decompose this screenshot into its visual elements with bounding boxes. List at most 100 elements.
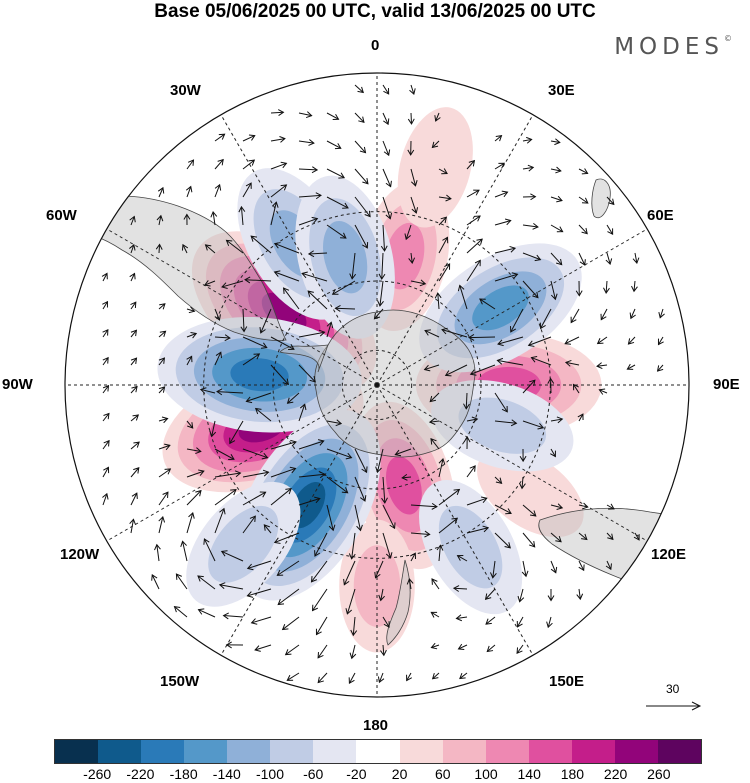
wind-vector-head [444,370,452,377]
wind-vector-head [550,566,558,574]
wind-vector-head [581,168,589,175]
wind-vector-shaft [573,384,580,394]
wind-vector-shaft [550,504,563,509]
wind-vector-shaft [466,238,483,254]
wind-vector-head [463,436,471,443]
colorbar-tick-label: 100 [474,766,498,782]
wind-vector-shaft [351,532,356,559]
wind-vector-head [607,228,614,236]
wind-vector-shaft [578,413,584,422]
wind-vector-head [254,407,262,415]
wind-vector-head [156,214,164,222]
wind-vector-shaft [657,364,664,372]
wind-vector-shaft [186,356,193,366]
wind-vector-shaft [459,285,468,310]
wind-vector-shaft [326,168,345,179]
wind-vector-shaft [197,575,216,590]
wind-vector-shaft [346,588,356,615]
wind-vector-shaft [354,504,362,531]
wind-vector-head [424,329,431,336]
wind-vector-shaft [214,336,230,339]
wind-vector-shaft [211,420,216,437]
lon-label-90e: 90E [713,376,740,393]
wind-vector-head [404,233,411,241]
colorbar-tick-label: -180 [169,766,198,782]
wind-vector-head [305,111,313,119]
wind-vector-head [341,487,349,494]
wind-vector-shaft [158,491,169,506]
wind-vector-shaft [380,588,384,601]
wind-vector-head [103,439,110,447]
wind-vector-shaft [298,218,318,226]
wind-vector-head [430,611,438,618]
wind-vector-shaft [274,532,300,543]
wind-vector-shaft [578,588,581,600]
wind-vector-head [498,162,506,169]
wind-vector-shaft [634,252,638,264]
wind-vector-head [234,470,242,478]
wind-vector-head [215,351,222,359]
wind-vector-shaft [316,616,328,635]
wind-vector-shaft [102,467,109,478]
wind-vector-head [315,628,322,636]
wind-vector-shaft [354,84,364,93]
wind-vectors [101,84,665,685]
wind-vector-shaft [354,224,368,249]
wind-vector-shaft [102,440,110,450]
colorbar-swatch [442,740,486,763]
colorbar-swatch [184,740,228,763]
wind-vector-head [349,273,357,280]
wind-vector-head [250,618,258,625]
wind-vector-head [463,403,470,410]
wind-vector-head [581,227,588,235]
wind-vector-shaft [326,420,342,425]
wind-vector-head [495,477,503,484]
wind-vector-shaft [298,498,320,506]
wind-vector-head [576,593,584,601]
wind-vector-head [185,185,193,193]
wind-vector-shaft [335,307,356,310]
wind-vector-shaft [158,187,164,198]
colorbar-swatch [141,740,185,763]
wind-vector-shaft [457,555,468,562]
wind-vector-head [532,291,539,299]
wind-vector-shaft [287,672,300,681]
wind-vector-shaft [410,280,426,285]
wind-vector-head [452,585,460,592]
wind-vector-head [504,542,511,549]
wind-vector-shaft [438,237,448,254]
madagascar [591,178,611,219]
wind-vector-head [453,488,461,496]
wind-vector-shaft [466,497,487,506]
wind-vector-shaft [431,611,440,618]
wind-vector-shaft [298,112,312,117]
wind-vector-head [431,578,438,585]
wind-vector-shaft [214,472,241,478]
colorbar-tick-label: 260 [647,766,671,782]
wind-vector-shaft [382,644,385,656]
wind-vector-shaft [382,84,390,95]
wind-vector-shaft [130,414,139,422]
wind-vector-head [250,235,258,242]
wind-vector-head [598,388,606,395]
wind-vector-head [289,466,297,474]
wind-vector-shaft [102,385,109,394]
colorbar-swatch [356,740,400,763]
wind-vector-head [253,353,261,360]
colorbar [54,739,702,764]
wind-vector-head [158,515,166,523]
wind-vector-head [385,552,393,559]
wind-vector-head [261,452,269,460]
wind-vector-head [360,495,367,502]
wind-vector-head [546,621,553,629]
wind-vector-shaft [437,293,440,310]
wind-vector-head [526,136,533,144]
wind-vector-head [409,88,416,96]
wind-vector-shaft [466,215,481,226]
wind-vector-shaft [326,112,339,120]
wind-vector-shaft [521,476,524,489]
wind-vector-head [173,605,181,613]
wind-vector-shaft [351,252,356,279]
wind-vector-head [131,385,138,393]
wind-vector-head [486,645,494,653]
